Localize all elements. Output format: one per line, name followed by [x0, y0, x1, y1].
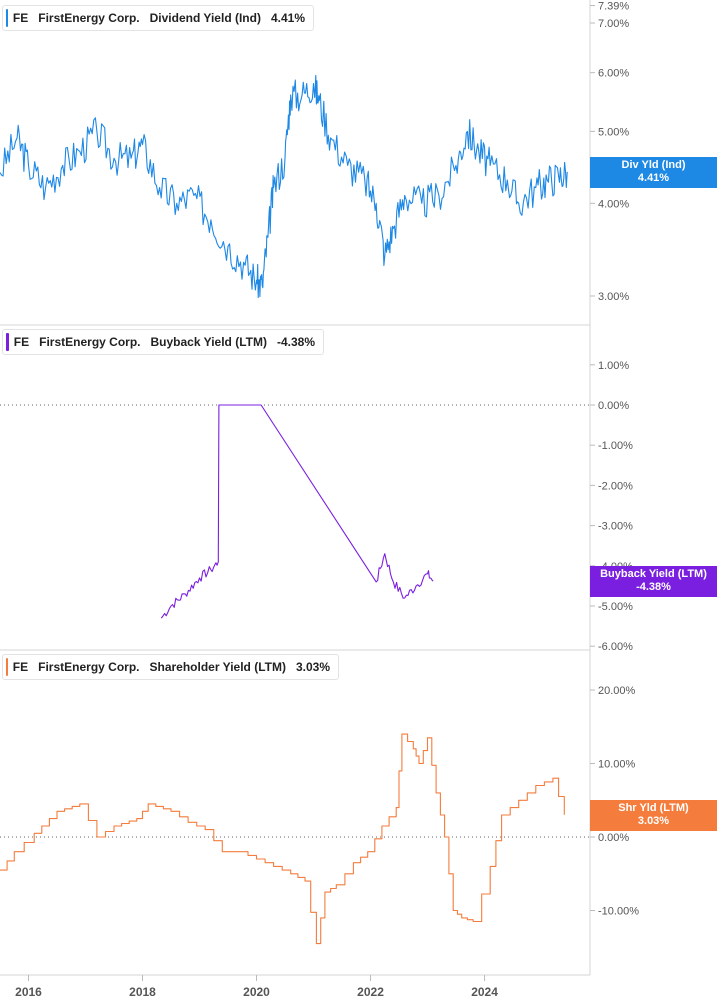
y-tick-label: 3.00%: [598, 291, 629, 303]
y-tick-label: 6.00%: [598, 68, 629, 80]
dividend-yield-value-tag: Div Yld (Ind) 4.41%: [590, 157, 717, 188]
y-tick-label: 20.00%: [598, 685, 636, 697]
y-tick-label: 4.00%: [598, 198, 629, 210]
shareholder-yield-value-tag: Shr Yld (LTM) 3.03%: [590, 800, 717, 831]
y-tick-label: -10.00%: [598, 906, 639, 918]
y-tick-label: -1.00%: [598, 440, 633, 452]
legend-company: FirstEnergy Corp.: [38, 11, 140, 25]
legend-metric: Dividend Yield (Ind): [149, 11, 261, 25]
y-tick-label: 5.00%: [598, 126, 629, 138]
shareholder-yield-plot: [0, 733, 565, 945]
x-tick-label: 2018: [129, 985, 156, 999]
x-tick-label: 2022: [357, 985, 384, 999]
tag-label: Buyback Yield (LTM): [600, 568, 707, 580]
buyback-yield-value-tag: Buyback Yield (LTM) -4.38%: [590, 566, 717, 597]
y-tick-label: -3.00%: [598, 521, 633, 533]
legend-ticker: FE: [12, 660, 29, 674]
y-tick-label: 0.00%: [598, 832, 629, 844]
legend-shareholder-yield: FE FirstEnergy Corp. Shareholder Yield (…: [2, 654, 339, 680]
y-tick-label: -6.00%: [598, 641, 633, 653]
legend-color-swatch: [6, 658, 8, 676]
legend-value: 4.41%: [270, 11, 305, 25]
legend-dividend-yield: FE FirstEnergy Corp. Dividend Yield (Ind…: [2, 5, 314, 31]
series-line: [0, 74, 568, 299]
tag-label: Shr Yld (LTM): [618, 802, 689, 814]
y-tick-label: -2.00%: [598, 480, 633, 492]
legend-ticker: FE: [13, 335, 30, 349]
tag-label: Div Yld (Ind): [621, 159, 686, 171]
x-tick-label: 2024: [471, 985, 498, 999]
x-tick-label: 2016: [15, 985, 42, 999]
x-tick-label: 2020: [243, 985, 270, 999]
y-tick-label: 1.00%: [598, 360, 629, 372]
y-tick-label: -5.00%: [598, 601, 633, 613]
buyback-yield-plot: [160, 404, 434, 619]
legend-value: 3.03%: [295, 660, 330, 674]
series-line: [0, 733, 565, 945]
legend-color-swatch: [6, 333, 9, 351]
legend-company: FirstEnergy Corp.: [39, 335, 141, 349]
legend-company: FirstEnergy Corp.: [38, 660, 140, 674]
y-tick-label: 10.00%: [598, 759, 636, 771]
legend-color-swatch: [6, 9, 8, 27]
tag-value: -4.38%: [636, 581, 671, 593]
y-tick-label: 7.39%: [598, 1, 629, 13]
series-line: [160, 404, 434, 619]
legend-metric: Shareholder Yield (LTM): [149, 660, 286, 674]
y-tick-label: 7.00%: [598, 18, 629, 30]
tag-value: 3.03%: [637, 815, 670, 827]
tag-value: 4.41%: [637, 172, 670, 184]
dividend-yield-plot: [0, 74, 568, 299]
legend-ticker: FE: [12, 11, 29, 25]
legend-metric: Buyback Yield (LTM): [150, 335, 267, 349]
legend-buyback-yield: FE FirstEnergy Corp. Buyback Yield (LTM)…: [2, 329, 324, 355]
legend-value: -4.38%: [276, 335, 315, 349]
y-tick-label: 0.00%: [598, 400, 629, 412]
